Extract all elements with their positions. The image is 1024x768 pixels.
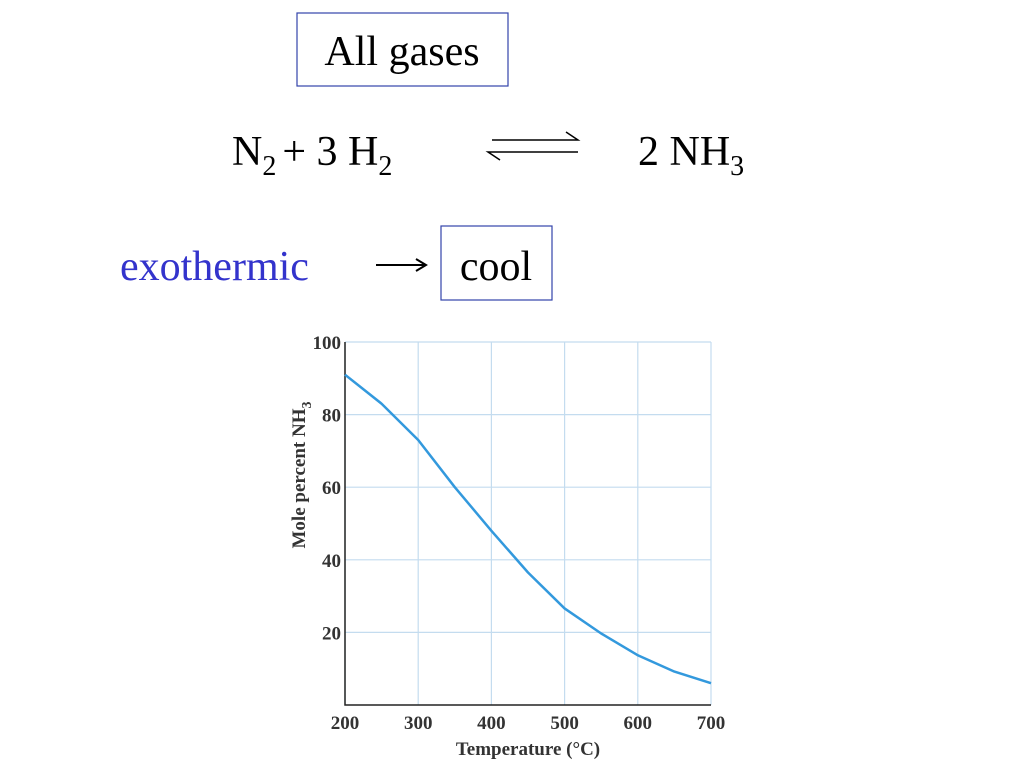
arrow: [376, 258, 428, 272]
subscript: 2: [378, 151, 392, 182]
effect-box: [440, 225, 553, 301]
y-tick-label: 20: [322, 623, 341, 644]
x-axis-label: Temperature (°C): [456, 739, 600, 760]
subscript: 3: [730, 151, 744, 182]
axes: [344, 342, 711, 706]
equilibrium-arrows: [485, 131, 581, 161]
y-axis-label: Mole percent NH3: [289, 402, 315, 549]
y-label-base: Mole percent NH: [289, 408, 310, 548]
x-tick-label: 600: [624, 713, 653, 734]
x-tick-label: 400: [477, 713, 506, 734]
line: [344, 373, 712, 685]
product-base: 2 NH: [638, 129, 730, 175]
y-tick-label: 80: [322, 406, 341, 427]
y-tick-label: 40: [322, 551, 341, 572]
reactant: N: [232, 129, 262, 175]
effect: cool: [460, 244, 532, 290]
y-tick-label: 60: [322, 478, 341, 499]
cause: exothermic: [120, 244, 309, 290]
y-tick-label: 100: [313, 333, 342, 354]
header-box: [296, 12, 509, 87]
x-tick-label: 500: [550, 713, 579, 734]
subscript: 3: [300, 402, 315, 409]
x-tick-label: 700: [697, 713, 726, 734]
reactants: N2 + 3 H2: [232, 129, 392, 182]
subscript: 2: [262, 151, 276, 182]
x-tick-label: 300: [404, 713, 433, 734]
x-tick-label: 200: [331, 713, 360, 734]
product: 2 NH3: [638, 129, 744, 182]
header: All gases: [324, 29, 479, 75]
reactant: + 3 H: [282, 129, 378, 175]
